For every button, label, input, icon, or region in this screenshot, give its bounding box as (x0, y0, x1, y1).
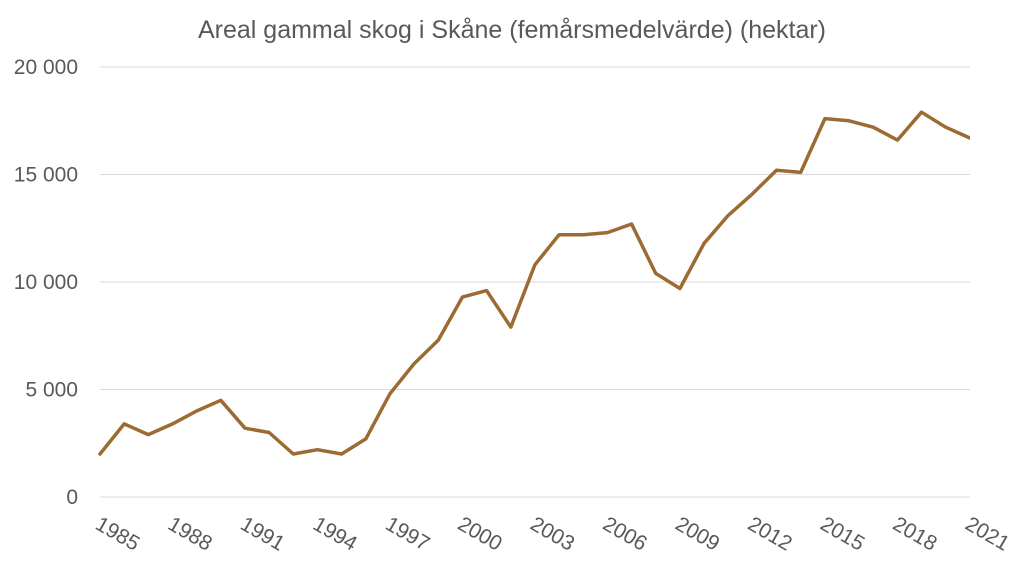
gridlines (100, 66, 970, 498)
x-tick-label: 2009 (671, 512, 723, 555)
x-tick-label: 2015 (816, 512, 868, 555)
x-tick-label: 2000 (454, 512, 506, 555)
y-tick-label: 15 000 (14, 164, 78, 187)
x-tick-label: 1997 (381, 512, 433, 555)
y-tick-label: 20 000 (14, 56, 78, 79)
series-layer (98, 110, 970, 456)
y-axis-ticks: 0 5 000 10 000 15 000 20 000 (14, 56, 78, 509)
x-tick-label: 2012 (744, 512, 796, 555)
y-tick-label: 5 000 (25, 379, 78, 402)
chart-title: Areal gammal skog i Skåne (femårsmedelvä… (198, 16, 826, 44)
x-tick-label: 2003 (526, 512, 578, 555)
x-axis-ticks: 1985 1988 1991 1994 1997 2000 2003 2006 2009 2012… (92, 512, 1014, 555)
x-tick-label: 1988 (164, 512, 216, 555)
series-line (98, 110, 970, 456)
y-tick-label: 0 (66, 486, 78, 509)
y-tick-label: 10 000 (14, 271, 78, 294)
x-tick-label: 1991 (236, 512, 288, 555)
x-tick-label: 2006 (599, 512, 651, 555)
x-tick-label: 1994 (309, 512, 361, 555)
x-tick-label: 1985 (92, 512, 144, 555)
x-tick-label: 2018 (889, 512, 941, 555)
x-tick-label: 2021 (961, 512, 1013, 555)
